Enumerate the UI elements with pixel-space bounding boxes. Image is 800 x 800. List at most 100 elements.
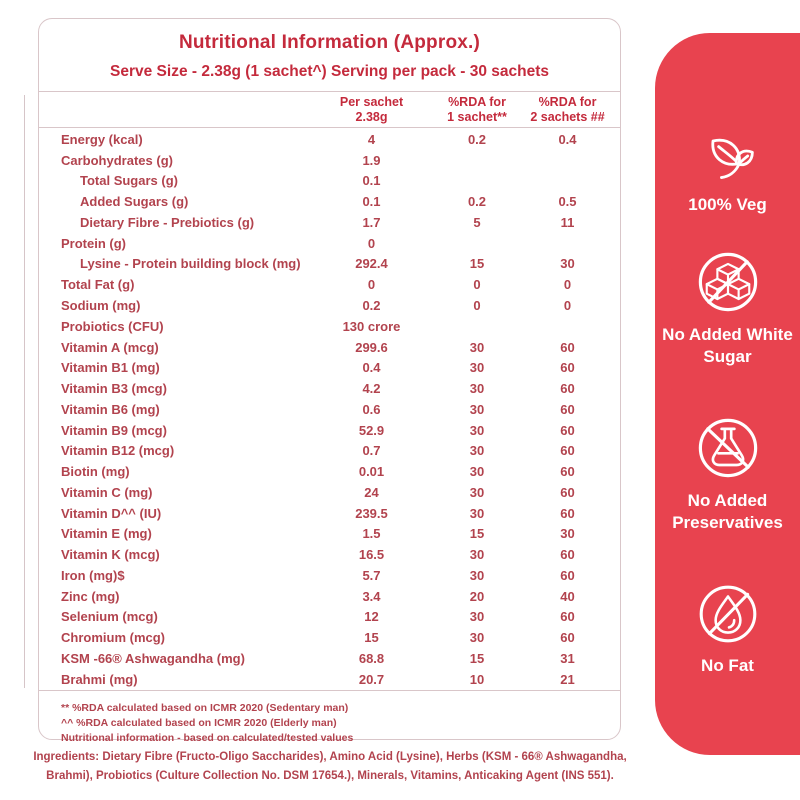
row-label: Energy (kcal) [61,131,143,147]
table-row: Total Sugars (g) 0.1 [39,171,620,192]
table-body: Energy (kcal) 4 0.2 0.4 Carbohydrates (g) 1.9… [39,129,620,690]
row-label: Vitamin D^^ (IU) [61,505,162,521]
table-row: Zinc (mg) 3.4 20 40 [39,586,620,607]
per-sachet-value: 0.2 [362,298,381,313]
per-sachet-value: 5.7 [362,567,381,583]
badge-label: No Added White Sugar [662,325,793,366]
leaf-icon [711,138,754,179]
rda-2-sachets-value: 60 [560,547,575,563]
per-sachet-value: 292.4 [355,256,388,272]
row-label: Protein (g) [61,235,126,251]
rda-1-sachet-value: 0 [473,298,481,313]
table-left-border [24,95,25,688]
rda-1-sachet-value: 30 [469,630,485,646]
table-row: Added Sugars (g) 0.1 0.2 0.5 [39,191,620,212]
badge-no-fat: No Fat [655,581,800,677]
rda-2-sachets-value: 60 [560,339,575,355]
rda-2-sachets-value: 60 [560,401,575,417]
column-header-line: %RDA for [538,95,597,109]
row-label: Lysine - Protein building block (mg) [80,256,301,272]
per-sachet-value: 4.2 [362,381,381,397]
rda-2-sachets-value: 60 [560,505,575,521]
rda-1-sachet-value: 0.2 [467,131,487,147]
rda-2-sachets-value: 60 [560,609,575,625]
rda-2-sachets-value: 21 [560,671,575,687]
table-row: Probiotics (CFU) 130 crore [39,316,620,337]
table-row: Protein (g) 0 [39,233,620,254]
divider [39,690,620,691]
rda-2-sachets-value: 0 [563,298,572,313]
row-label: Dietary Fibre - Prebiotics (g) [80,214,255,230]
rda-2-sachets-value: 31 [560,651,575,667]
rda-1-sachet-value: 15 [469,256,485,272]
table-row: Vitamin E (mg) 1.5 15 30 [39,524,620,545]
per-sachet-value: 0.7 [362,443,381,459]
column-header-line: %RDA for [448,95,506,109]
column-header-per-sachet: Per sachet 2.38g [304,95,439,125]
rda-2-sachets-value: 60 [560,630,575,646]
rda-1-sachet-value: 30 [469,484,485,500]
rda-1-sachet-value: 30 [469,422,485,438]
rda-1-sachet-value: 30 [469,381,485,397]
footnote-line: ** %RDA calculated based on ICMR 2020 (S… [61,702,349,714]
rda-2-sachets-value: 60 [560,484,575,500]
divider [39,91,620,92]
rda-1-sachet-value: 20 [469,588,485,604]
claims-panel: 100% Veg No Added White Sugar [655,33,800,755]
rda-1-sachet-value: 0.2 [467,194,487,210]
rda-2-sachets-value: 60 [560,443,575,459]
no-sugar-icon [698,252,757,312]
per-sachet-value: 16.5 [358,547,385,563]
badge-100-veg: 100% Veg [655,126,800,216]
row-label: Biotin (mg) [61,464,130,480]
per-sachet-value: 52.9 [358,422,385,438]
row-label: Vitamin B3 (mcg) [61,381,167,397]
page-title: Nutritional Information (Approx.) [178,32,481,53]
row-label: Vitamin A (mcg) [61,339,159,355]
table-row: Vitamin B6 (mg) 0.6 30 60 [39,399,620,420]
table-row: Vitamin B3 (mcg) 4.2 30 60 [39,378,620,399]
rda-1-sachet-value: 30 [469,360,485,376]
table-row: Vitamin C (mg) 24 30 60 [39,482,620,503]
table-row: Brahmi (mg) 20.7 10 21 [39,669,620,690]
table-row: Vitamin B12 (mcg) 0.7 30 60 [39,441,620,462]
rda-1-sachet-value: 30 [469,339,485,355]
table-row: Chromium (mcg) 15 30 60 [39,627,620,648]
table-row: Selenium (mcg) 12 30 60 [39,607,620,628]
row-label: Iron (mg)$ [61,567,125,583]
badge-no-added-white-sugar: No Added White Sugar [655,248,800,368]
rda-2-sachets-value: 30 [560,256,575,272]
row-label: Total Fat (g) [61,277,135,293]
row-label: Carbohydrates (g) [61,152,173,168]
rda-2-sachets-value: 40 [560,588,575,604]
no-fat-icon [699,585,756,643]
rda-2-sachets-value: 60 [560,422,575,438]
footnotes: ** %RDA calculated based on ICMR 2020 (S… [39,695,620,746]
column-header-rda-1-sachet: %RDA for 1 sachet** [439,95,515,125]
badge-label: No Added Preservatives [672,491,783,532]
per-sachet-value: 0.01 [358,464,385,480]
nutrition-card: Nutritional Information (Approx.) Serve … [38,18,621,744]
per-sachet-value: 4 [367,131,376,147]
per-sachet-value: 12 [364,609,379,625]
rda-1-sachet-value: 30 [469,547,485,563]
rda-2-sachets-value: 60 [560,381,575,397]
divider [39,127,620,128]
rda-1-sachet-value: 5 [473,214,481,230]
table-row: Vitamin D^^ (IU) 239.5 30 60 [39,503,620,524]
footnote-line: Nutritional information - based on calcu… [61,732,354,744]
footnote-line: ^^ %RDA calculated based on ICMR 2020 (E… [61,717,337,729]
table-row: Vitamin A (mcg) 299.6 30 60 [39,337,620,358]
table-row: Iron (mg)$ 5.7 30 60 [39,565,620,586]
rda-1-sachet-value: 30 [469,464,485,480]
per-sachet-value: 15 [364,630,379,646]
rda-1-sachet-value: 15 [469,651,485,667]
row-label: Vitamin C (mg) [61,484,153,500]
table-row: Lysine - Protein building block (mg) 292.… [39,254,620,275]
per-sachet-value: 0.6 [362,401,381,417]
ingredients-text: Ingredients: Dietary Fibre (Fructo-Oligo… [33,751,627,782]
per-sachet-value: 130 crore [342,318,401,334]
rda-1-sachet-value: 10 [469,671,485,687]
column-header-rda-2-sachets: %RDA for 2 sachets ## [515,95,620,125]
table-row: Vitamin K (mcg) 16.5 30 60 [39,544,620,565]
